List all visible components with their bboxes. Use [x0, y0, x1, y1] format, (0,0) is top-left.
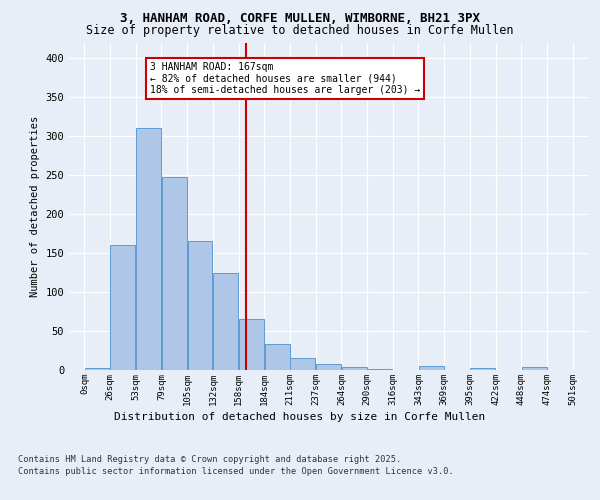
- Text: Contains public sector information licensed under the Open Government Licence v3: Contains public sector information licen…: [18, 467, 454, 476]
- Text: 3, HANHAM ROAD, CORFE MULLEN, WIMBORNE, BH21 3PX: 3, HANHAM ROAD, CORFE MULLEN, WIMBORNE, …: [120, 12, 480, 26]
- Bar: [367, 369, 392, 370]
- Bar: [188, 242, 212, 370]
- Bar: [213, 272, 238, 370]
- Bar: [136, 128, 161, 370]
- Text: Contains HM Land Registry data © Crown copyright and database right 2025.: Contains HM Land Registry data © Crown c…: [18, 455, 401, 464]
- Bar: [521, 367, 547, 370]
- Text: 3 HANHAM ROAD: 167sqm
← 82% of detached houses are smaller (944)
18% of semi-det: 3 HANHAM ROAD: 167sqm ← 82% of detached …: [151, 62, 421, 95]
- Bar: [162, 178, 187, 370]
- Bar: [470, 368, 495, 370]
- Bar: [239, 320, 264, 370]
- Bar: [419, 366, 444, 370]
- Bar: [85, 368, 110, 370]
- Bar: [110, 245, 136, 370]
- Bar: [290, 358, 315, 370]
- Bar: [265, 344, 290, 370]
- Text: Size of property relative to detached houses in Corfe Mullen: Size of property relative to detached ho…: [86, 24, 514, 37]
- Bar: [342, 367, 367, 370]
- Bar: [316, 364, 341, 370]
- Y-axis label: Number of detached properties: Number of detached properties: [30, 116, 40, 297]
- Text: Distribution of detached houses by size in Corfe Mullen: Distribution of detached houses by size …: [115, 412, 485, 422]
